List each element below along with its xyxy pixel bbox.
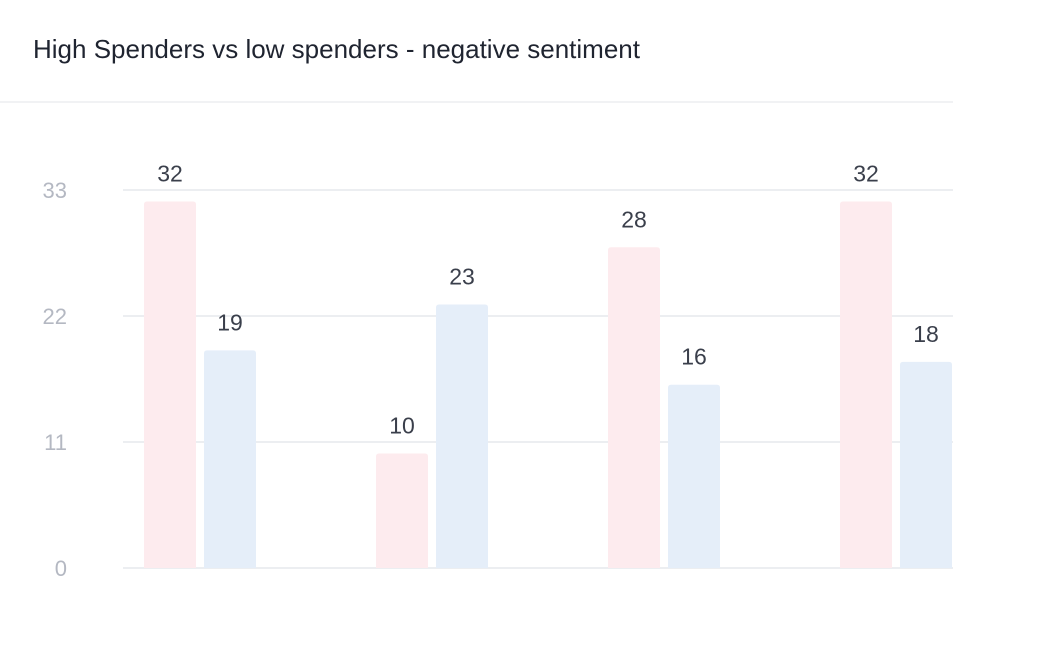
bar-value-label: 28 (621, 206, 647, 232)
bar-value-label: 16 (681, 344, 707, 370)
bar-value-label: 18 (913, 321, 939, 347)
bar (204, 350, 256, 568)
bar-value-label: 19 (217, 309, 243, 335)
bar (668, 384, 720, 568)
title-divider (0, 101, 953, 103)
bar (144, 201, 196, 569)
y-tick-label: 11 (44, 430, 67, 455)
chart-title: High Spenders vs low spenders - negative… (33, 34, 640, 64)
bar (840, 201, 892, 569)
bar-value-label: 32 (853, 160, 879, 186)
y-tick-label: 22 (43, 304, 67, 329)
y-tick-label: 0 (55, 556, 67, 581)
bar-value-label: 10 (389, 412, 415, 438)
bar (900, 361, 952, 568)
bar-value-label: 23 (449, 264, 475, 290)
bar (376, 453, 428, 568)
bar (436, 304, 488, 568)
bar-value-label: 32 (157, 160, 183, 186)
y-tick-label: 33 (43, 178, 67, 203)
bar (608, 247, 660, 569)
